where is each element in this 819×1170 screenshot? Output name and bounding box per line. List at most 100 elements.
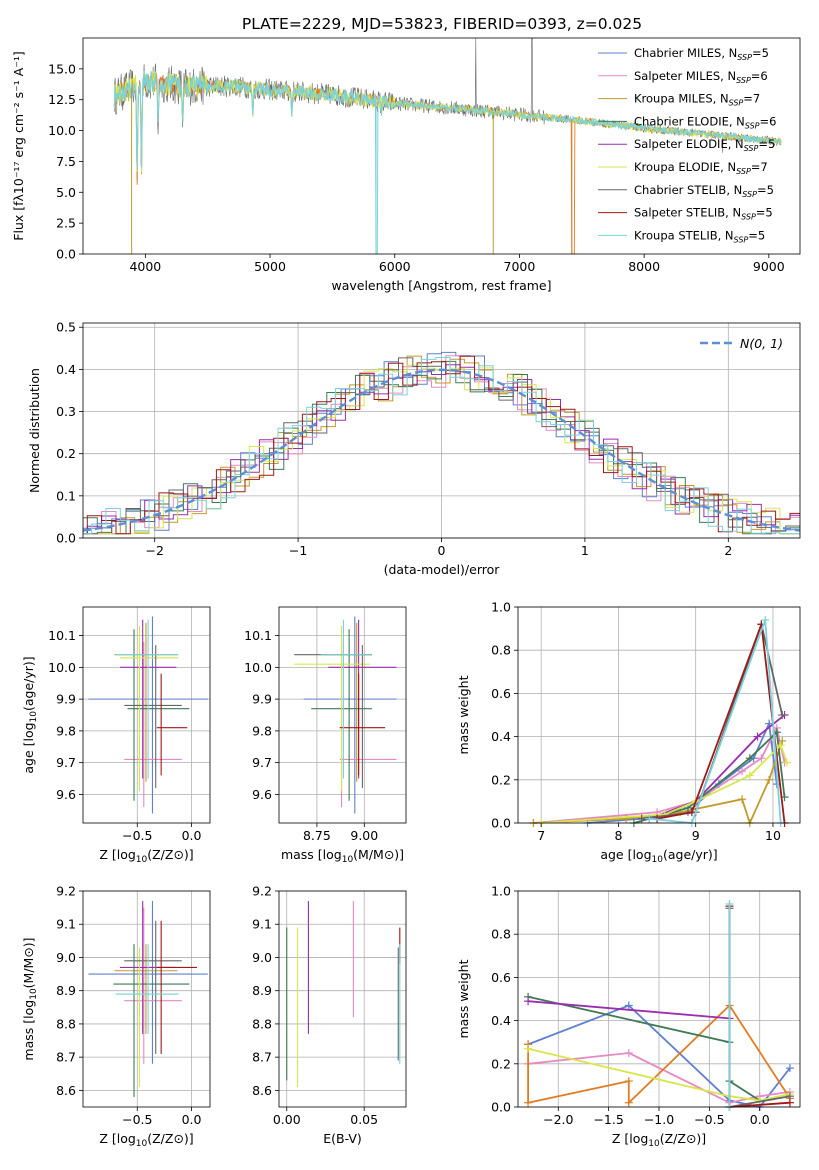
x-axis-label: Z [log10(Z/Z⊙)] <box>99 1131 193 1149</box>
chart-age_vs_Z: −0.5 0.0 9.6 9.7 9.8 9.9 10.0 10.1 Z [log10(Z/Z⊙… <box>21 606 211 865</box>
errorbar-chab_stelib <box>294 645 372 789</box>
weight-point <box>776 741 785 750</box>
weight-point <box>738 767 747 776</box>
legend-entry: Kroupa STELIB, NSSP=5 <box>634 228 765 244</box>
axes-frame <box>517 606 801 824</box>
y-tick-label: 10.0 <box>48 660 76 675</box>
x-tick-label: 5000 <box>254 259 286 274</box>
weight-series-orange <box>527 1004 791 1105</box>
x-tick-label: −0.5 <box>122 1112 152 1127</box>
x-tick-label: 0.00 <box>273 1112 301 1127</box>
y-tick-label: 0.0 <box>491 1100 511 1115</box>
y-tick-label: 8.9 <box>56 983 76 998</box>
y-tick-label: 0.2 <box>491 772 511 787</box>
y-tick-label: 9.6 <box>252 787 272 802</box>
errorbar-salp_miles <box>339 641 397 808</box>
x-tick-label: −2 <box>145 543 163 558</box>
y-tick-label: 0.2 <box>491 1056 511 1071</box>
weight-point <box>753 732 762 741</box>
errorbars <box>294 616 397 814</box>
weight-point <box>745 754 754 763</box>
y-tick-label: 0.4 <box>491 729 511 744</box>
legend: Chabrier MILES, NSSP=5 Salpeter MILES, NS… <box>598 46 776 244</box>
x-tick-label: 9 <box>692 828 700 843</box>
y-tick-label: 9.2 <box>252 884 272 899</box>
weight-point <box>745 771 754 780</box>
axes-frame <box>82 606 211 824</box>
errorbars <box>88 900 208 1098</box>
weight-series-chab_elodie <box>527 995 761 1102</box>
weight-point <box>778 736 787 745</box>
y-tick-label: 5.0 <box>56 185 76 200</box>
weight-series-krou_miles <box>533 740 784 826</box>
errorbar-krou_miles <box>114 944 178 1034</box>
x-tick-label: 0.0 <box>182 828 202 843</box>
legend-entry: Chabrier ELODIE, NSSP=6 <box>634 114 776 130</box>
y-axis-label: age [log10(age/yr)] <box>21 656 39 773</box>
errorbars <box>286 900 401 1088</box>
x-tick-label: −0.5 <box>694 1112 724 1127</box>
x-tick-label: 7 <box>537 828 545 843</box>
errorbar-krou_stelib <box>320 619 372 779</box>
weight-point <box>785 1098 794 1107</box>
errorbars <box>88 616 208 814</box>
y-tick-label: 0.4 <box>491 1013 511 1028</box>
legend-entry: Salpeter MILES, NSSP=6 <box>634 69 768 85</box>
y-tick-label: 9.9 <box>56 692 76 707</box>
y-axis-label: Normed distribution <box>27 368 42 493</box>
y-tick-label: 0.4 <box>56 362 76 377</box>
y-tick-label: 0.2 <box>56 446 76 461</box>
weight-point <box>778 711 787 719</box>
x-tick-label: 9000 <box>753 259 785 274</box>
x-tick-label: −1.5 <box>593 1112 623 1127</box>
errorbar-chab_stelib <box>124 920 182 1054</box>
y-axis-label: mass weight <box>456 959 471 1038</box>
weight-point <box>645 814 654 823</box>
y-tick-label: 1.0 <box>491 884 511 899</box>
chart-weight_vs_age: 7 8 9 10 0.0 0.2 0.4 0.6 0.8 1.0 age [log10(age/yr… <box>456 600 801 865</box>
y-tick-label: 10.1 <box>48 628 76 643</box>
histogram-chab_elodie <box>83 360 800 535</box>
y-tick-label: 1.0 <box>491 600 511 615</box>
errorbar-krou_stelib <box>115 619 179 779</box>
chart-mass_vs_ebv: 0.00 0.05 8.6 8.7 8.8 8.9 9.0 9.1 9.2 E(B-V) <box>252 884 407 1146</box>
weight-point <box>687 808 696 817</box>
x-tick-label: −1.0 <box>644 1112 674 1127</box>
legend-entry: Chabrier MILES, NSSP=5 <box>634 46 769 62</box>
y-tick-label: 10.1 <box>244 628 272 643</box>
y-tick-label: 9.1 <box>252 917 272 932</box>
chart-residuals: −2 −1 0 1 2 0.0 0.1 0.2 0.3 0.4 0.5 (data-model)/er… <box>27 320 801 577</box>
figure-title: PLATE=2229, MJD=53823, FIBERID=0393, z=0… <box>242 15 642 33</box>
legend-entry: Kroupa ELODIE, NSSP=7 <box>634 160 768 176</box>
y-tick-label: 9.2 <box>56 884 76 899</box>
axes-frame <box>278 890 407 1108</box>
weight-series-krou_elodie <box>541 743 788 824</box>
chart-mass_vs_Z: −0.5 0.0 8.6 8.7 8.8 8.9 9.0 9.1 9.2 Z [log10(Z/Z… <box>21 884 211 1149</box>
errorbar-chab_elodie <box>113 944 190 1098</box>
x-tick-label: 0.0 <box>182 1112 202 1127</box>
x-tick-label: 8.75 <box>303 828 331 843</box>
weight-series-chab_stelib <box>641 621 784 820</box>
errorbar-salp_stelib <box>156 673 188 776</box>
weight-point <box>765 775 774 784</box>
y-tick-label: 9.7 <box>252 755 272 770</box>
weight-point <box>624 1049 633 1057</box>
y-tick-label: 15.0 <box>48 61 76 76</box>
weight-point <box>624 1001 633 1010</box>
weight-point <box>624 1098 633 1107</box>
y-tick-label: 9.0 <box>252 950 272 965</box>
histogram-krou_stelib <box>83 357 800 535</box>
legend-entry: N(0, 1) <box>740 336 783 351</box>
x-axis-label: Z [log10(Z/Z⊙)] <box>99 847 193 865</box>
x-tick-label: 4000 <box>129 259 161 274</box>
legend-entry: Salpeter STELIB, NSSP=5 <box>634 206 773 222</box>
weight-point <box>782 758 791 767</box>
legend-entry: Chabrier STELIB, NSSP=5 <box>634 183 774 199</box>
errorbar-krou_stelib <box>115 944 179 1034</box>
x-axis-label: wavelength [Angstrom, rest frame] <box>331 278 551 293</box>
y-tick-label: 10.0 <box>244 660 272 675</box>
axes-frame <box>82 37 801 255</box>
y-tick-label: 8.8 <box>56 1016 76 1031</box>
y-tick-label: 0.1 <box>56 488 76 503</box>
